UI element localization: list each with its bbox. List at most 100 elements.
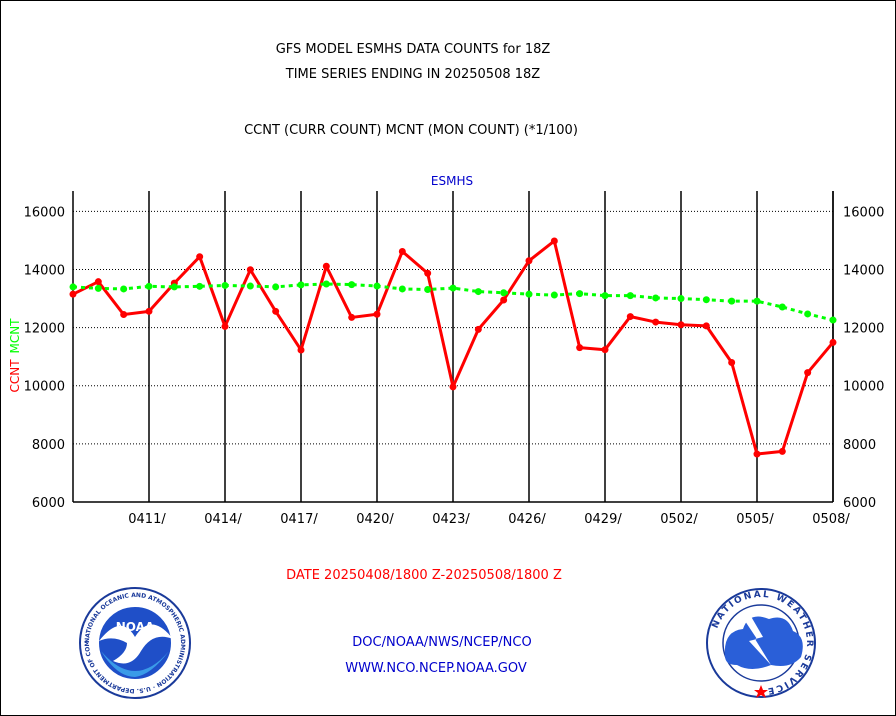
noaa-logo: NOAA NATIONAL OCEANIC AND ATMOSPHERIC AD… <box>1 1 191 699</box>
data-point-mcnt <box>297 281 305 289</box>
data-point-ccnt <box>474 325 482 333</box>
axes <box>72 191 834 503</box>
nws-star-icon <box>754 685 768 698</box>
data-point-ccnt <box>373 310 381 318</box>
series <box>69 237 837 458</box>
data-point-mcnt <box>652 294 660 302</box>
x-tick-label: 0420/ <box>356 512 394 527</box>
data-point-ccnt <box>778 447 786 455</box>
data-point-mcnt <box>525 290 533 298</box>
y-tick-label-left: 8000 <box>32 438 65 453</box>
data-point-mcnt <box>94 284 102 292</box>
y-tick-label-left: 10000 <box>24 380 65 395</box>
data-point-mcnt <box>322 280 330 288</box>
data-point-ccnt <box>804 369 812 377</box>
data-point-mcnt <box>196 282 204 290</box>
data-point-mcnt <box>145 282 153 290</box>
data-point-ccnt <box>221 322 229 330</box>
y-tick-label-right: 10000 <box>843 380 884 395</box>
noaa-wordmark: NOAA <box>116 620 155 634</box>
noaa-bird-icon <box>99 624 173 664</box>
data-point-mcnt <box>702 296 710 304</box>
data-point-mcnt <box>246 282 254 290</box>
y-tick-label-left: 12000 <box>24 322 65 337</box>
data-point-mcnt <box>221 281 229 289</box>
title-line1: GFS MODEL ESMHS DATA COUNTS for 18Z <box>276 42 551 57</box>
data-point-ccnt <box>424 269 432 277</box>
data-point-mcnt <box>829 316 837 324</box>
data-point-ccnt <box>601 346 609 354</box>
url-line: WWW.NCO.NCEP.NOAA.GOV <box>345 661 527 676</box>
x-tick-label: 0414/ <box>204 512 242 527</box>
data-point-ccnt <box>500 296 508 304</box>
data-point-ccnt <box>94 278 102 286</box>
data-point-mcnt <box>550 291 558 299</box>
data-point-ccnt <box>728 358 736 366</box>
data-point-ccnt <box>348 313 356 321</box>
y-tick-label-right: 12000 <box>843 322 884 337</box>
data-point-ccnt <box>69 290 77 298</box>
data-point-ccnt <box>322 262 330 270</box>
data-point-mcnt <box>728 297 736 305</box>
noaa-ring-text: NATIONAL OCEANIC AND ATMOSPHERIC ADMINIS… <box>1 1 186 694</box>
data-point-mcnt <box>753 297 761 305</box>
data-point-ccnt <box>550 237 558 245</box>
data-point-mcnt <box>576 290 584 298</box>
data-point-mcnt <box>272 283 280 291</box>
y-label-mcnt: MCNT <box>8 318 22 354</box>
data-point-mcnt <box>778 303 786 311</box>
data-point-mcnt <box>69 283 77 291</box>
data-point-ccnt <box>753 450 761 458</box>
data-point-mcnt <box>677 295 685 303</box>
data-point-ccnt <box>398 247 406 255</box>
data-point-mcnt <box>170 283 178 291</box>
y-label-ccnt: CCNT <box>8 359 22 393</box>
nws-lightning-icon <box>741 613 771 665</box>
data-point-mcnt <box>449 284 457 292</box>
data-point-mcnt <box>626 292 634 300</box>
data-point-ccnt <box>702 322 710 330</box>
nws-logo: NATIONAL WEATHER SERVICE <box>706 588 816 698</box>
data-point-mcnt <box>348 281 356 289</box>
nws-cloud-icon <box>724 616 803 669</box>
data-point-mcnt <box>373 282 381 290</box>
data-point-ccnt <box>829 338 837 346</box>
data-point-ccnt <box>576 344 584 352</box>
data-point-ccnt <box>677 321 685 329</box>
series-description: CCNT (CURR COUNT) MCNT (MON COUNT) (*1/1… <box>244 123 578 138</box>
data-point-ccnt <box>272 307 280 315</box>
y-tick-label-right: 16000 <box>843 205 884 220</box>
title-line2: TIME SERIES ENDING IN 20250508 18Z <box>285 67 541 82</box>
y-tick-label-left: 14000 <box>24 263 65 278</box>
y-axis-label: CCNT MCNT <box>8 318 22 393</box>
data-point-ccnt <box>196 253 204 261</box>
y-tick-label-left: 6000 <box>32 496 65 511</box>
data-point-ccnt <box>449 383 457 391</box>
y-tick-label-right: 6000 <box>843 496 876 511</box>
data-point-mcnt <box>601 292 609 300</box>
data-point-mcnt <box>424 286 432 294</box>
x-tick-label: 0426/ <box>508 512 546 527</box>
y-tick-label-right: 14000 <box>843 263 884 278</box>
tick-labels: 6000 6000 8000 8000 10000 10000 12000 12000 1400… <box>24 205 885 527</box>
x-tick-label: 0502/ <box>660 512 698 527</box>
data-point-mcnt <box>398 285 406 293</box>
plot-title: ESMHS <box>431 174 473 188</box>
x-tick-label: 0429/ <box>584 512 622 527</box>
data-point-ccnt <box>246 266 254 274</box>
data-point-ccnt <box>120 311 128 319</box>
data-point-mcnt <box>804 310 812 318</box>
x-tick-label: 0411/ <box>128 512 166 527</box>
x-tick-label: 0423/ <box>432 512 470 527</box>
data-point-mcnt <box>120 285 128 293</box>
x-tick-label: 0417/ <box>280 512 318 527</box>
y-tick-label-right: 8000 <box>843 438 876 453</box>
x-tick-label: 0505/ <box>736 512 774 527</box>
x-tick-label: 0508/ <box>812 512 850 527</box>
data-point-ccnt <box>297 346 305 354</box>
data-point-mcnt <box>474 288 482 296</box>
org-line: DOC/NOAA/NWS/NCEP/NCO <box>352 635 531 650</box>
data-point-mcnt <box>500 289 508 297</box>
